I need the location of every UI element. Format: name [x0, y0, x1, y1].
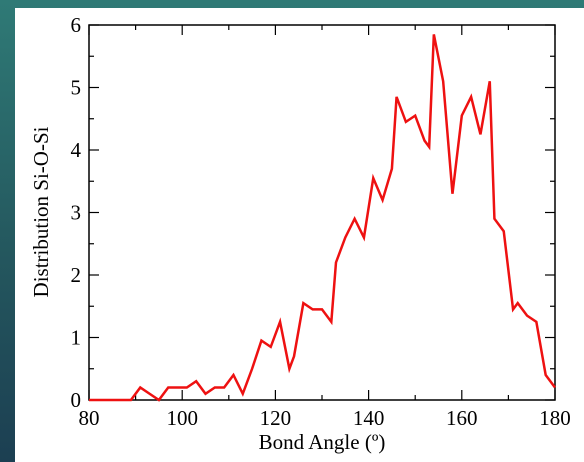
x-tick-label: 180: [539, 406, 571, 430]
x-tick-label: 100: [166, 406, 198, 430]
y-tick-label: 6: [71, 13, 82, 37]
x-tick-label: 80: [79, 406, 100, 430]
plot-frame: [88, 24, 556, 401]
x-axis-label: Bond Angle (º): [259, 430, 386, 454]
data-line: [89, 34, 557, 402]
y-tick-label: 0: [71, 388, 82, 412]
x-tick-label: 160: [446, 406, 478, 430]
y-tick-label: 1: [71, 326, 82, 350]
x-tick-label: 140: [353, 406, 385, 430]
y-tick-label: 2: [71, 263, 82, 287]
y-tick-label: 3: [71, 201, 82, 225]
y-tick-label: 4: [71, 138, 82, 162]
y-axis-label: Distribution Si-O-Si: [29, 126, 53, 297]
y-tick-label: 5: [71, 76, 82, 100]
x-tick-label: 120: [260, 406, 292, 430]
